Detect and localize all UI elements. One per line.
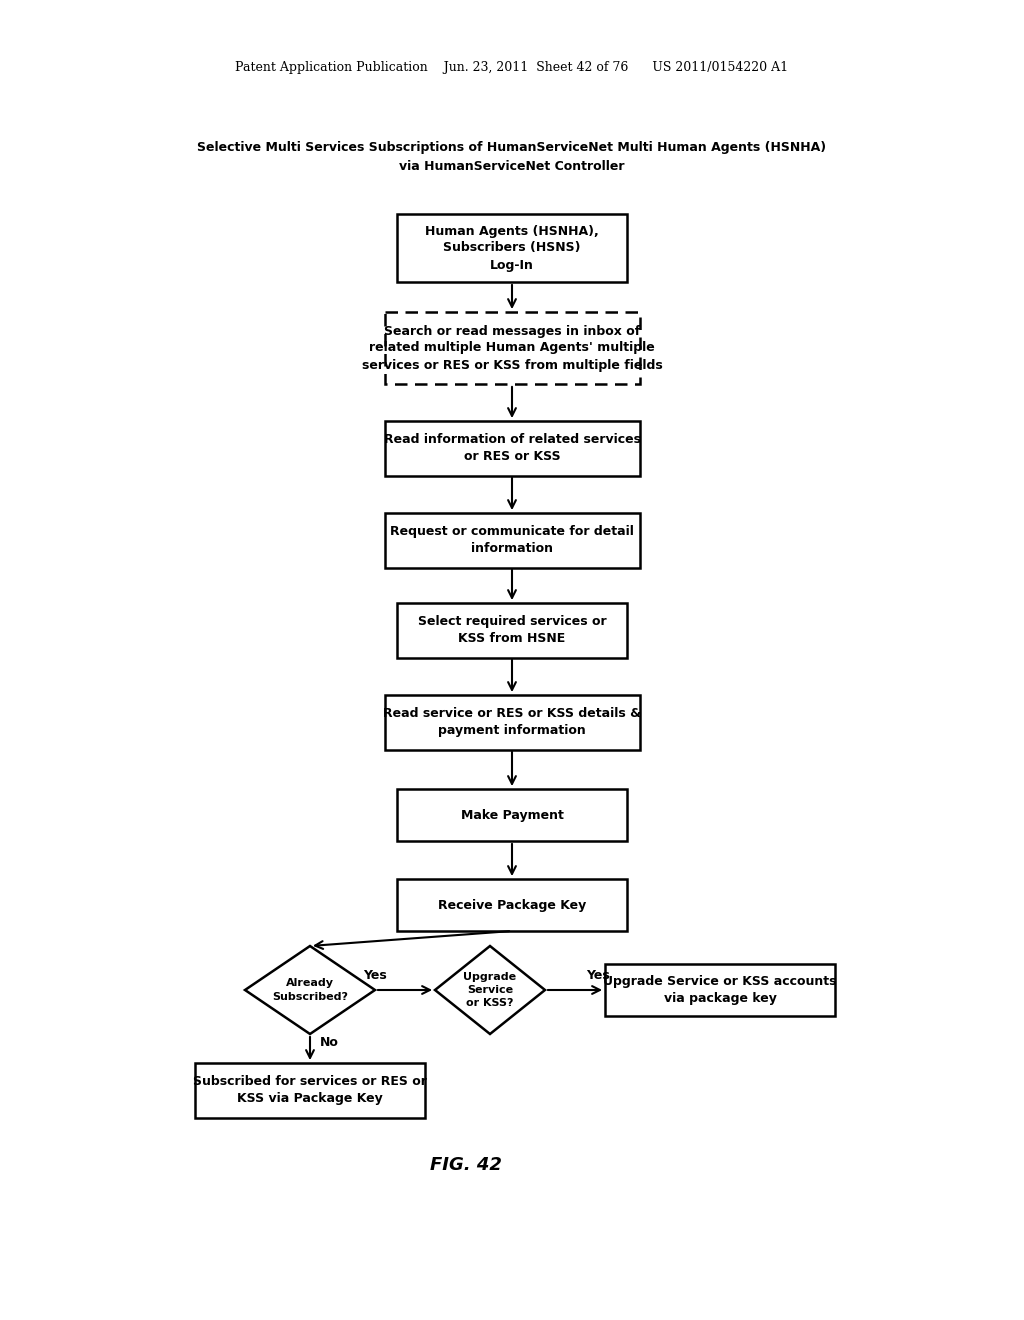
FancyBboxPatch shape — [384, 312, 640, 384]
FancyBboxPatch shape — [195, 1063, 425, 1118]
Text: Upgrade
Service
or KSS?: Upgrade Service or KSS? — [464, 972, 516, 1008]
Text: Search or read messages in inbox of
related multiple Human Agents' multiple
serv: Search or read messages in inbox of rela… — [361, 325, 663, 371]
Polygon shape — [245, 946, 375, 1034]
Text: Human Agents (HSNHA),
Subscribers (HSNS)
Log-In: Human Agents (HSNHA), Subscribers (HSNS)… — [425, 224, 599, 272]
Text: via HumanServiceNet Controller: via HumanServiceNet Controller — [399, 160, 625, 173]
FancyBboxPatch shape — [397, 789, 627, 841]
FancyBboxPatch shape — [384, 512, 640, 568]
Text: No: No — [319, 1036, 339, 1049]
FancyBboxPatch shape — [397, 214, 627, 282]
Text: Yes: Yes — [586, 969, 610, 982]
Polygon shape — [435, 946, 545, 1034]
Text: Receive Package Key: Receive Package Key — [438, 899, 586, 912]
FancyBboxPatch shape — [384, 421, 640, 475]
Text: Request or communicate for detail
information: Request or communicate for detail inform… — [390, 525, 634, 554]
Text: Upgrade Service or KSS accounts
via package key: Upgrade Service or KSS accounts via pack… — [603, 975, 837, 1005]
FancyBboxPatch shape — [397, 602, 627, 657]
Text: Subscribed for services or RES or
KSS via Package Key: Subscribed for services or RES or KSS vi… — [194, 1074, 427, 1105]
Text: Read information of related services
or RES or KSS: Read information of related services or … — [384, 433, 640, 463]
FancyBboxPatch shape — [397, 879, 627, 931]
Text: Read service or RES or KSS details &
payment information: Read service or RES or KSS details & pay… — [383, 708, 641, 737]
Text: Make Payment: Make Payment — [461, 808, 563, 821]
Text: Selective Multi Services Subscriptions of HumanServiceNet Multi Human Agents (HS: Selective Multi Services Subscriptions o… — [198, 141, 826, 154]
FancyBboxPatch shape — [384, 694, 640, 750]
Text: FIG. 42: FIG. 42 — [430, 1156, 502, 1173]
Text: Already
Subscribed?: Already Subscribed? — [272, 978, 348, 1002]
Text: Patent Application Publication    Jun. 23, 2011  Sheet 42 of 76      US 2011/015: Patent Application Publication Jun. 23, … — [236, 62, 788, 74]
Text: Yes: Yes — [364, 969, 387, 982]
FancyBboxPatch shape — [605, 964, 835, 1016]
Text: Select required services or
KSS from HSNE: Select required services or KSS from HSN… — [418, 615, 606, 645]
